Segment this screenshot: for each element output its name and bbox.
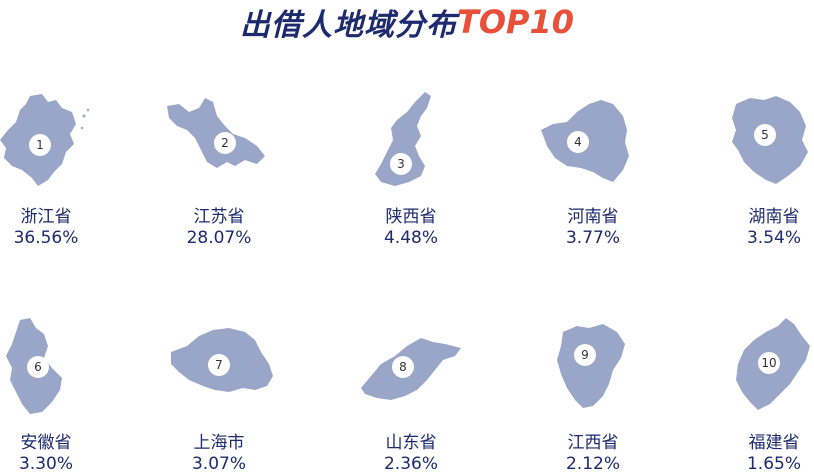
province-percent: 3.07% <box>191 454 246 474</box>
rank-badge: 8 <box>392 356 414 378</box>
province-percent: 36.56% <box>13 228 79 248</box>
province-name: 福建省 <box>748 433 800 453</box>
province-name: 江苏省 <box>193 207 245 227</box>
province-name: 江西省 <box>567 433 619 453</box>
province-percent: 3.30% <box>18 454 73 474</box>
province-map-henan <box>541 100 629 182</box>
province-percent: 1.65% <box>746 454 801 474</box>
rank-badge: 4 <box>567 131 589 153</box>
rank-badge: 7 <box>208 354 230 376</box>
province-map-zhejiang <box>0 94 90 186</box>
province-percent: 2.36% <box>383 454 438 474</box>
province-percent: 4.48% <box>383 228 438 248</box>
title-highlight: TOP10 <box>456 3 574 41</box>
province-name: 河南省 <box>567 207 619 227</box>
title-main: 出借人地域分布 <box>239 8 457 43</box>
province-percent: 28.07% <box>186 228 252 248</box>
chart-title: 出借人地域分布TOP10 <box>0 0 814 44</box>
province-map-shaanxi <box>375 92 431 186</box>
rank-badge: 1 <box>29 134 51 156</box>
rank-badge: 5 <box>754 124 776 146</box>
province-name: 上海市 <box>193 433 245 453</box>
rank-badge: 10 <box>758 352 780 374</box>
province-name: 山东省 <box>385 433 437 453</box>
province-percent: 3.54% <box>746 228 801 248</box>
rank-badge: 9 <box>574 344 596 366</box>
province-map-jiangxi <box>557 324 625 408</box>
rank-badge: 3 <box>390 153 412 175</box>
province-name: 安徽省 <box>20 433 72 453</box>
rank-badge: 2 <box>214 132 236 154</box>
province-percent: 2.12% <box>565 454 620 474</box>
province-map-anhui <box>6 318 62 414</box>
province-name: 陕西省 <box>385 207 437 227</box>
province-name: 湖南省 <box>748 207 800 227</box>
province-percent: 3.77% <box>565 228 620 248</box>
province-name: 浙江省 <box>20 207 72 227</box>
rank-badge: 6 <box>27 356 49 378</box>
province-map-jiangsu <box>167 98 265 168</box>
